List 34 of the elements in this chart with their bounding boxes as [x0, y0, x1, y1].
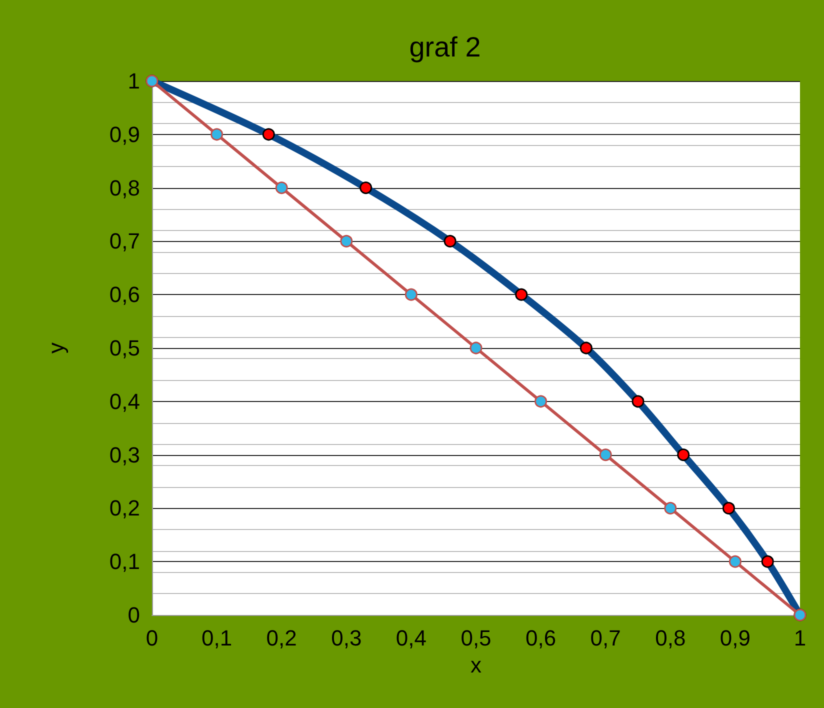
- x-axis-title: x: [470, 652, 482, 678]
- point: [275, 182, 288, 194]
- point: [210, 128, 224, 141]
- x-tick-label: 0,4: [396, 626, 426, 650]
- x-tick-label: 0,7: [590, 626, 621, 650]
- y-tick-label: 0,8: [109, 175, 140, 200]
- x-tick-label: 0,3: [331, 626, 362, 650]
- x-tick-label: 0,2: [266, 626, 297, 650]
- y-tick-label: 0: [128, 602, 140, 628]
- y-tick-label: 0,5: [109, 336, 140, 360]
- point: [470, 342, 482, 354]
- y-tick-label: 0,2: [109, 496, 140, 521]
- x-tick-label: 0,9: [720, 626, 750, 650]
- y-tick-label: 1: [128, 68, 140, 94]
- point: [534, 395, 548, 408]
- x-tick-label: 0,6: [526, 626, 556, 650]
- y-axis-title: y: [44, 342, 68, 354]
- y-tick-label: 0,1: [109, 549, 140, 574]
- y-tick-label: 0,7: [109, 228, 140, 254]
- point: [599, 448, 612, 462]
- chart-title: graf 2: [409, 32, 481, 62]
- y-tick-label: 0,3: [109, 442, 140, 468]
- x-tick-label: 1: [794, 626, 806, 650]
- point: [340, 234, 353, 248]
- x-tick-label: 0,8: [655, 626, 686, 650]
- y-tick-label: 0,4: [109, 388, 140, 414]
- y-tick-label: 0,9: [109, 122, 140, 147]
- point: [664, 502, 677, 514]
- y-tick-label: 0,6: [109, 282, 140, 308]
- x-tick-label: 0,1: [202, 626, 232, 650]
- x-tick-label: 0,5: [460, 626, 492, 650]
- x-tick-label: 0: [146, 626, 158, 650]
- point: [728, 555, 742, 568]
- point: [404, 288, 418, 301]
